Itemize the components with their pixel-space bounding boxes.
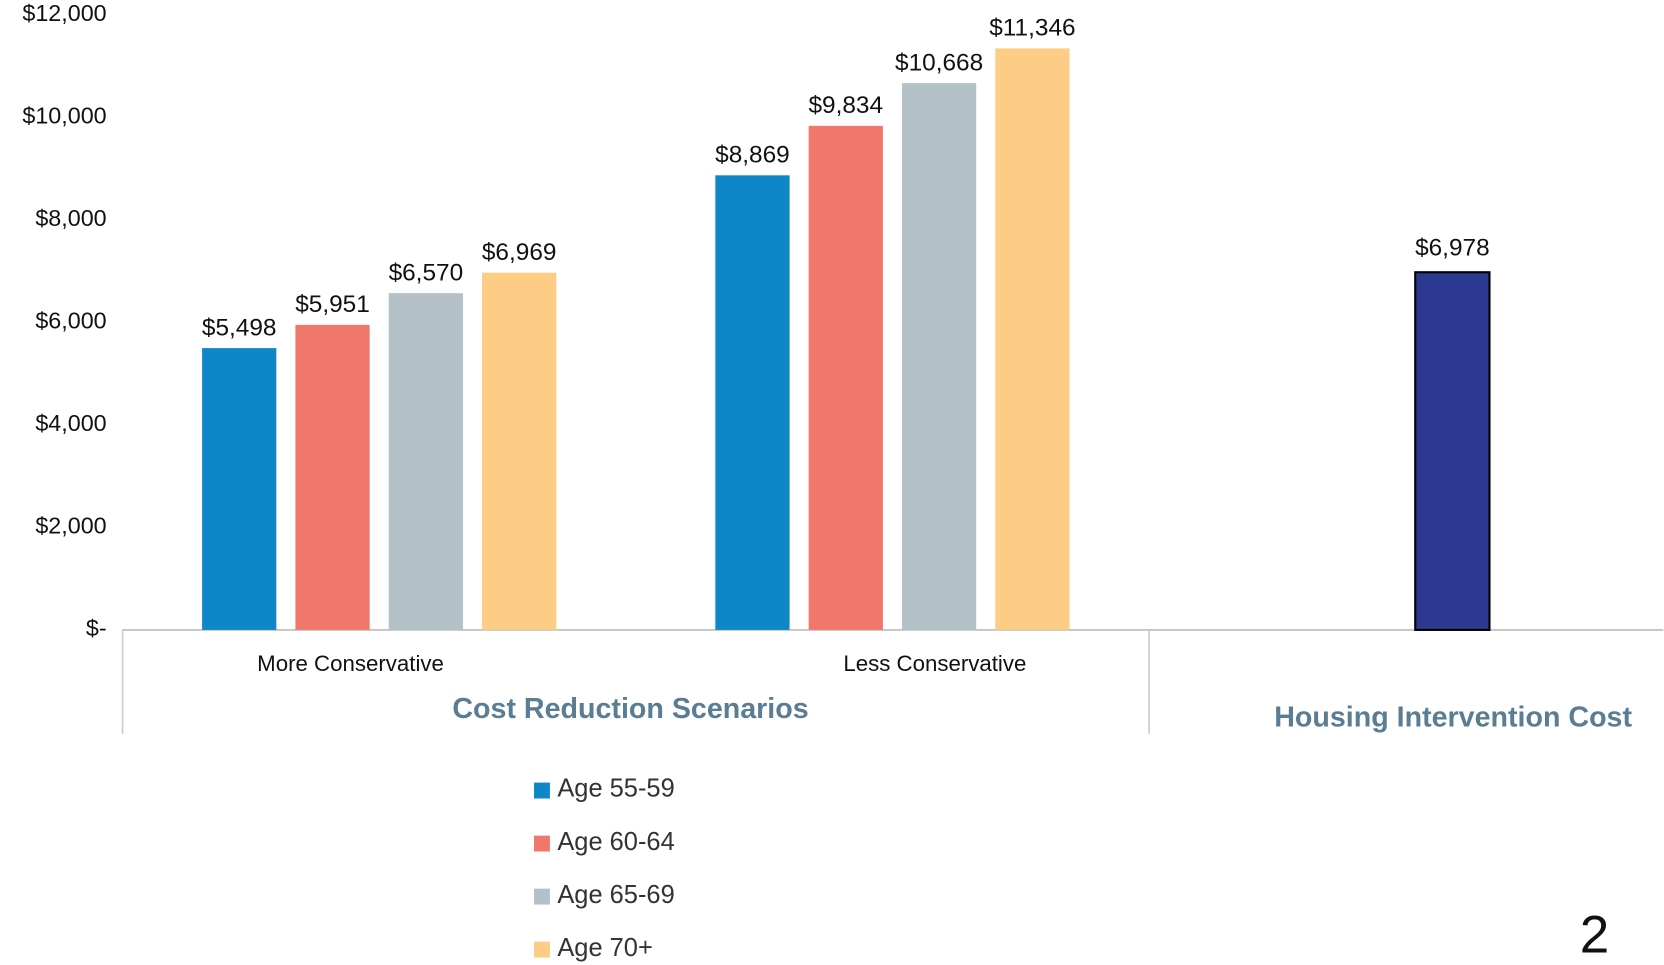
value-label: $9,834 bbox=[809, 92, 884, 119]
value-label: $8,869 bbox=[715, 142, 790, 169]
y-tick-label: $12,000 bbox=[22, 0, 106, 26]
bar bbox=[1414, 271, 1491, 631]
group-label: Housing Intervention Cost bbox=[1274, 702, 1632, 734]
bar bbox=[482, 272, 557, 630]
value-label: $6,969 bbox=[482, 239, 557, 266]
legend-swatch bbox=[534, 782, 550, 799]
page-number: 2 bbox=[1580, 905, 1610, 964]
bar bbox=[808, 125, 883, 630]
x-tick-label: Less Conservative bbox=[843, 651, 1026, 676]
y-tick-label: $4,000 bbox=[35, 410, 106, 436]
y-tick-label: $10,000 bbox=[22, 103, 106, 129]
legend-label: Age 65-69 bbox=[557, 881, 674, 909]
bar bbox=[388, 293, 463, 630]
bar bbox=[715, 175, 790, 630]
legend-swatch bbox=[534, 835, 550, 852]
value-label: $10,668 bbox=[895, 49, 983, 76]
value-label: $5,951 bbox=[295, 291, 370, 318]
y-tick-label: $8,000 bbox=[35, 205, 106, 231]
bar bbox=[202, 348, 277, 630]
legend-swatch bbox=[534, 888, 550, 905]
x-tick-label: More Conservative bbox=[257, 651, 444, 676]
value-label: $11,346 bbox=[989, 15, 1075, 42]
y-tick-label: $- bbox=[86, 615, 107, 641]
legend-label: Age 60-64 bbox=[557, 828, 674, 856]
bar bbox=[295, 324, 370, 630]
y-tick-label: $2,000 bbox=[35, 513, 106, 539]
legend-label: Age 55-59 bbox=[557, 775, 674, 803]
y-tick-label: $6,000 bbox=[35, 308, 106, 334]
legend-label: Age 70+ bbox=[557, 934, 652, 962]
bar bbox=[995, 48, 1070, 630]
group-label: Cost Reduction Scenarios bbox=[452, 693, 808, 725]
bar bbox=[901, 83, 977, 630]
legend-swatch bbox=[534, 941, 550, 958]
value-label: $6,570 bbox=[389, 260, 464, 287]
value-label: $6,978 bbox=[1415, 234, 1490, 261]
value-label: $5,498 bbox=[202, 314, 277, 341]
